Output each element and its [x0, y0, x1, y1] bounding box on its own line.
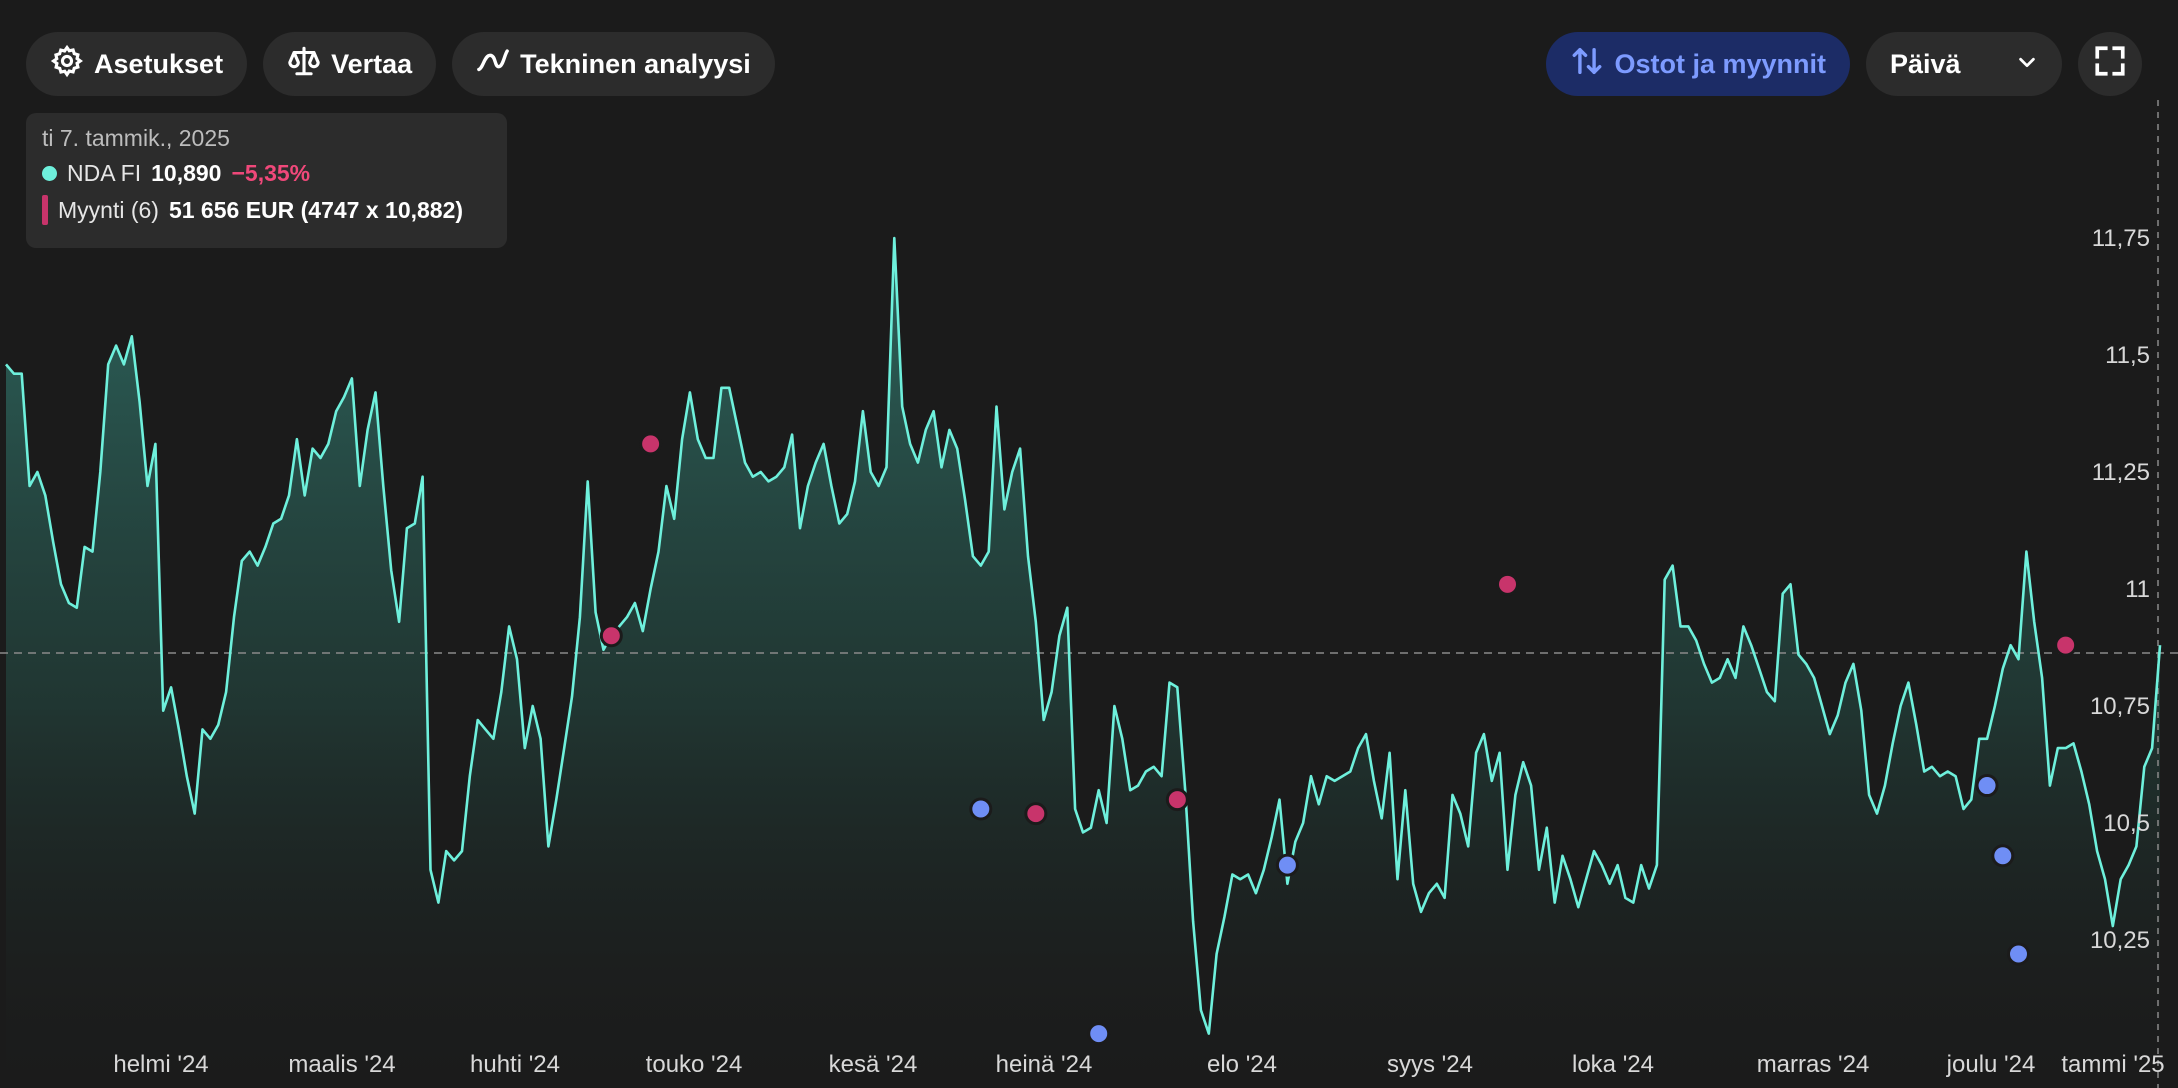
- sell-marker[interactable]: [1496, 572, 1520, 596]
- chevron-down-icon: [2016, 49, 2038, 80]
- compare-button[interactable]: Vertaa: [263, 32, 437, 96]
- x-axis-tick-label: maalis '24: [288, 1051, 395, 1078]
- trades-label: Ostot ja myynnit: [1614, 48, 1826, 79]
- trend-line-icon: [476, 44, 510, 85]
- trades-toggle-button[interactable]: Ostot ja myynnit: [1546, 32, 1850, 96]
- y-axis-tick-label: 11,75: [2092, 225, 2150, 252]
- buy-marker[interactable]: [1275, 853, 1299, 877]
- buy-marker[interactable]: [2006, 942, 2030, 966]
- x-axis-tick-label: tammi '25: [2061, 1051, 2164, 1078]
- fullscreen-icon: [2093, 44, 2127, 85]
- settings-button[interactable]: Asetukset: [26, 32, 248, 96]
- buy-marker[interactable]: [1991, 844, 2015, 868]
- y-axis-tick-label: 10,75: [2090, 693, 2150, 720]
- y-axis-tick-label: 11,5: [2105, 342, 2150, 369]
- y-axis-tick-label: 10,25: [2090, 927, 2150, 954]
- technical-analysis-label: Tekninen analyysi: [520, 48, 751, 79]
- buy-marker[interactable]: [969, 797, 993, 821]
- x-axis-tick-label: marras '24: [1757, 1051, 1870, 1078]
- scale-icon: [287, 44, 321, 85]
- y-axis-tick-label: 10,5: [2103, 810, 2150, 837]
- toolbar-right: Ostot ja myynnit Päivä: [1546, 32, 2142, 96]
- x-axis-tick-label: syys '24: [1387, 1051, 1473, 1078]
- price-area-fill: [6, 238, 2160, 1088]
- sell-marker[interactable]: [1165, 788, 1189, 812]
- tooltip-trade-detail: 51 656 EUR (4747 x 10,882): [168, 196, 464, 223]
- x-axis-tick-label: loka '24: [1572, 1051, 1654, 1078]
- x-axis-tick-label: kesä '24: [829, 1051, 918, 1078]
- buy-marker[interactable]: [1087, 1022, 1111, 1046]
- tooltip-trade-row: Myynti (6) 51 656 EUR (4747 x 10,882): [42, 195, 491, 225]
- series-color-dot: [42, 166, 57, 181]
- swap-arrows-icon: [1570, 44, 1604, 85]
- gear-icon: [50, 44, 84, 85]
- tooltip-change: −5,35%: [231, 160, 311, 186]
- period-select[interactable]: Päivä: [1866, 32, 2062, 96]
- chart-tooltip: ti 7. tammik., 2025 NDA FI 10,890 −5,35%…: [26, 113, 507, 248]
- sell-color-bar: [42, 195, 48, 225]
- x-axis-tick-label: huhti '24: [470, 1051, 560, 1078]
- sell-marker[interactable]: [599, 624, 623, 648]
- tooltip-trade-label: Myynti (6): [58, 196, 159, 223]
- tooltip-instrument: NDA FI: [67, 160, 142, 186]
- compare-label: Vertaa: [331, 48, 413, 79]
- sell-marker[interactable]: [2054, 633, 2078, 657]
- tooltip-date: ti 7. tammik., 2025: [42, 125, 230, 151]
- y-axis-tick-label: 11: [2125, 576, 2150, 603]
- price-series-line: [5, 236, 2162, 1035]
- toolbar-left: Asetukset Vertaa Tekninen analyysi: [26, 32, 775, 96]
- tooltip-price: 10,890: [151, 160, 222, 186]
- sell-marker[interactable]: [1024, 802, 1048, 826]
- settings-label: Asetukset: [94, 48, 224, 79]
- x-axis-tick-label: elo '24: [1207, 1051, 1277, 1078]
- x-axis-tick-label: heinä '24: [996, 1051, 1093, 1078]
- sell-marker[interactable]: [639, 432, 663, 456]
- x-axis-tick-label: touko '24: [646, 1051, 743, 1078]
- fullscreen-button[interactable]: [2078, 32, 2142, 96]
- x-axis-tick-label: joulu '24: [1946, 1051, 2036, 1078]
- tooltip-price-row: NDA FI 10,890 −5,35%: [42, 160, 491, 187]
- y-axis-tick-label: 11,25: [2092, 459, 2150, 486]
- x-axis-tick-label: helmi '24: [113, 1051, 208, 1078]
- technical-analysis-button[interactable]: Tekninen analyysi: [452, 32, 775, 96]
- period-value: Päivä: [1890, 48, 1961, 79]
- buy-marker[interactable]: [1975, 774, 1999, 798]
